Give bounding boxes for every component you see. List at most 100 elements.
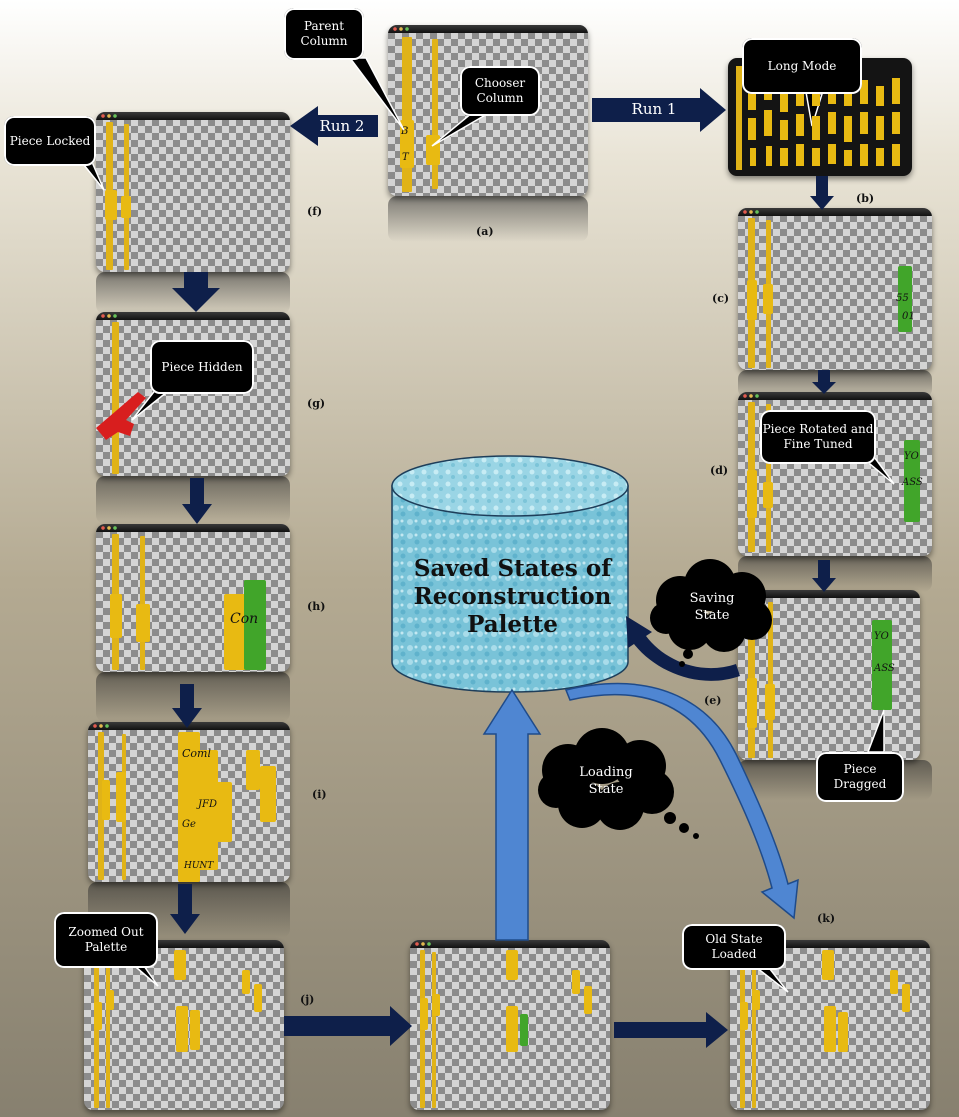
chooser-column xyxy=(752,952,756,1108)
run2-arrow xyxy=(290,106,378,146)
piece xyxy=(102,780,110,820)
parent-column xyxy=(112,322,119,474)
panel-i: Coml JFD Ge HUNT xyxy=(88,722,290,882)
locked-piece xyxy=(105,190,117,220)
callout-text: Piece Hidden xyxy=(161,359,243,374)
piece xyxy=(824,1006,836,1052)
cylinder-top xyxy=(391,455,629,517)
piece xyxy=(260,766,276,822)
callout-piece-dragged: Piece Dragged xyxy=(816,752,904,802)
piece xyxy=(176,1006,188,1052)
panel-d-reflection xyxy=(738,556,932,592)
long-mode-pieces-svg xyxy=(736,66,900,170)
piece xyxy=(420,998,428,1030)
save-curve-arrow xyxy=(626,616,740,681)
panel-e-label: (e) xyxy=(704,694,722,707)
panel-i-label: (i) xyxy=(312,788,327,801)
piece xyxy=(400,120,414,168)
piece xyxy=(747,280,757,320)
callout-text: Piece Locked xyxy=(9,133,91,148)
piece xyxy=(110,594,122,638)
loading-cloud xyxy=(538,728,699,839)
saving-cloud xyxy=(650,559,772,667)
piece xyxy=(242,970,250,994)
piece-glyph: T xyxy=(402,152,409,163)
piece xyxy=(747,678,757,728)
callout-piece-rotated: Piece Rotated and Fine Tuned xyxy=(760,410,876,464)
panel-b-label: (b) xyxy=(856,192,875,205)
right-arrow xyxy=(284,1006,412,1046)
panel-g xyxy=(96,312,290,476)
callout-tail xyxy=(866,709,885,753)
panel-j xyxy=(84,940,284,1110)
panel-h: Con xyxy=(96,524,290,672)
cylinder-title: Saved States of Reconstruction Palette xyxy=(413,555,612,638)
piece-glyph: Ge xyxy=(182,819,196,830)
load-up-arrow xyxy=(482,688,542,941)
run2-label: Run 2 xyxy=(319,117,365,135)
callout-text: Parent Column xyxy=(300,19,348,48)
piece xyxy=(506,1006,518,1052)
piece xyxy=(106,990,114,1010)
piece xyxy=(116,772,126,822)
green-piece xyxy=(898,266,912,332)
panel-g-titlebar xyxy=(96,312,290,320)
green-piece xyxy=(520,1014,528,1046)
callout-zoomed-out: Zoomed Out Palette xyxy=(54,912,158,968)
callout-text: Chooser Column xyxy=(474,76,526,105)
callout-text: Zoomed Out Palette xyxy=(68,925,144,954)
chooser-column xyxy=(432,952,436,1108)
down-arrow xyxy=(170,884,200,934)
down-arrow xyxy=(172,272,220,312)
callout-text: Piece Dragged xyxy=(833,762,887,791)
piece xyxy=(246,750,260,790)
green-piece xyxy=(244,580,266,670)
panel-h-titlebar xyxy=(96,524,290,532)
piece xyxy=(747,470,757,518)
piece xyxy=(190,1010,200,1050)
piece xyxy=(838,1012,848,1052)
hidden-piece xyxy=(96,392,146,440)
panel-a-titlebar xyxy=(388,25,588,33)
chooser-column xyxy=(768,602,773,758)
callout-parent-column: Parent Column xyxy=(284,8,364,60)
piece xyxy=(822,950,834,980)
panel-g-label: (g) xyxy=(307,397,326,410)
panel-a-label: (a) xyxy=(476,225,494,238)
callout-chooser-column: Chooser Column xyxy=(460,66,540,116)
piece xyxy=(254,984,262,1012)
green-piece xyxy=(872,620,892,710)
panel-c-label: (c) xyxy=(712,292,730,305)
piece xyxy=(763,482,773,508)
panel-f xyxy=(96,112,290,272)
piece xyxy=(584,986,592,1014)
callout-old-state: Old State Loaded xyxy=(682,924,786,970)
piece-glyph: B xyxy=(401,126,409,137)
callout-piece-locked: Piece Locked xyxy=(4,116,96,166)
panel-k-label: (k) xyxy=(817,912,836,925)
panel-c: 55 01 xyxy=(738,208,932,370)
chooser-column xyxy=(140,536,145,670)
callout-text: Long Mode xyxy=(767,58,837,73)
panel-j-label: (j) xyxy=(300,993,315,1006)
load-curve-arrow xyxy=(564,682,799,920)
piece-glyph: HUNT xyxy=(184,861,214,871)
piece-glyph: 01 xyxy=(902,311,915,322)
down-arrow xyxy=(812,560,836,592)
panel-d-label: (d) xyxy=(710,464,729,477)
down-arrow xyxy=(172,684,202,728)
piece-glyph: YO xyxy=(874,631,889,642)
piece-glyph: 55 xyxy=(896,293,909,304)
panel-middle-titlebar xyxy=(410,940,610,948)
loading-state-text: Loading State xyxy=(579,765,633,797)
piece xyxy=(136,604,150,642)
piece-glyph: ASS xyxy=(902,477,923,488)
callout-text: Piece Rotated and Fine Tuned xyxy=(762,422,874,451)
piece xyxy=(506,950,518,980)
run1-arrow xyxy=(592,88,726,132)
piece xyxy=(765,684,775,720)
green-piece xyxy=(904,440,920,522)
piece-glyph: JFD xyxy=(198,799,217,810)
panel-middle xyxy=(410,940,610,1110)
piece-glyph: Con xyxy=(230,611,259,627)
